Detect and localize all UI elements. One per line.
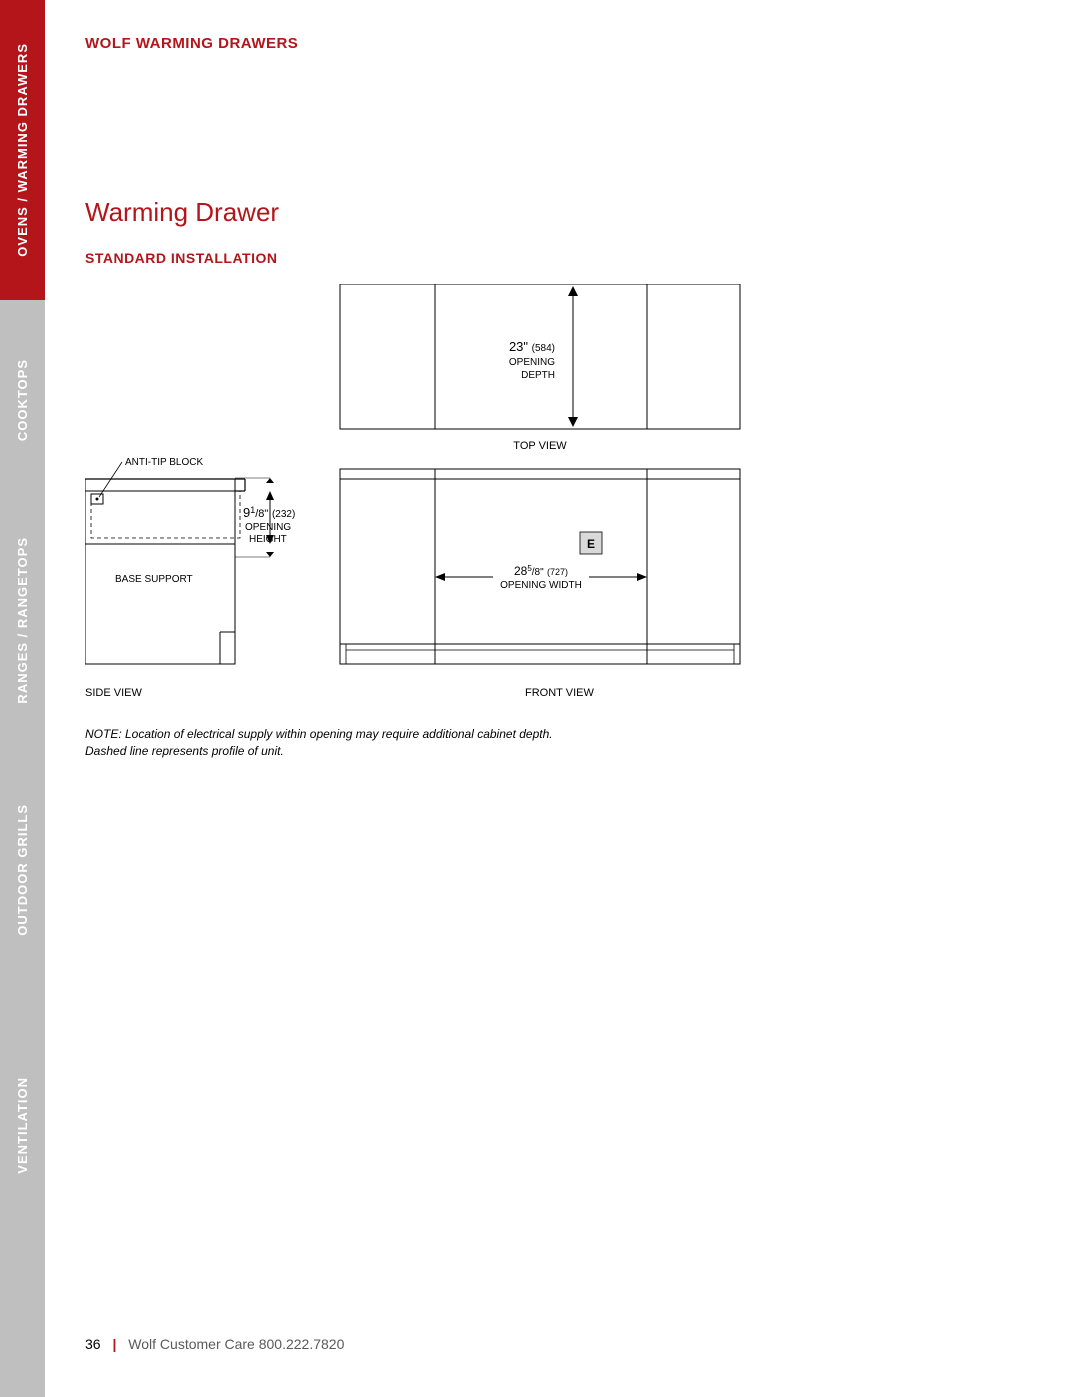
svg-text:E: E [587, 537, 595, 551]
sidebar-tabs: OVENS / WARMING DRAWERS COOKTOPS RANGES / … [0, 0, 45, 1397]
page-header: WOLF WARMING DRAWERS [85, 35, 985, 52]
page-number: 36 [85, 1336, 101, 1352]
svg-text:TOP VIEW: TOP VIEW [513, 440, 567, 452]
section-subhead: STANDARD INSTALLATION [85, 250, 985, 266]
svg-text:91/8" (232): 91/8" (232) [243, 505, 295, 520]
svg-text:ANTI-TIP BLOCK: ANTI-TIP BLOCK [125, 457, 203, 468]
page-title: Warming Drawer [85, 197, 985, 228]
page-footer: 36 | Wolf Customer Care 800.222.7820 [85, 1336, 344, 1352]
svg-text:OPENING: OPENING [509, 357, 555, 368]
note-line-2: Dashed line represents profile of unit. [85, 743, 985, 760]
sidebar-tab-label: RANGES / RANGETOPS [15, 537, 30, 704]
front-view-diagram: E 285/8" (727) 285/8" (727) OPENING WIDT… [340, 469, 740, 699]
sidebar-tab-2[interactable]: RANGES / RANGETOPS [0, 500, 45, 740]
svg-text:OPENING: OPENING [245, 522, 291, 533]
sidebar-tab-label: OVENS / WARMING DRAWERS [15, 43, 30, 257]
svg-text:BASE SUPPORT: BASE SUPPORT [115, 574, 193, 585]
page-content: WOLF WARMING DRAWERS Warming Drawer STAN… [85, 35, 985, 760]
svg-text:23" (584): 23" (584) [509, 339, 555, 354]
top-view-diagram: 23" (584) OPENING DEPTH TOP VIEW [340, 284, 740, 452]
sidebar-tab-4[interactable]: VENTILATION [0, 1050, 45, 1200]
note-line-1: NOTE: Location of electrical supply with… [85, 726, 985, 743]
footer-text: Wolf Customer Care 800.222.7820 [128, 1336, 344, 1352]
svg-text:HEIGHT: HEIGHT [249, 534, 287, 545]
sidebar-tab-1[interactable]: COOKTOPS [0, 310, 45, 490]
installation-note: NOTE: Location of electrical supply with… [85, 726, 985, 760]
side-view-diagram: ANTI-TIP BLOCK BASE SUPPORT [85, 457, 295, 699]
svg-text:DEPTH: DEPTH [521, 370, 555, 381]
sidebar-tab-3[interactable]: OUTDOOR GRILLS [0, 770, 45, 970]
svg-text:FRONT VIEW: FRONT VIEW [525, 687, 594, 699]
footer-divider: | [104, 1336, 124, 1352]
sidebar-tab-label: VENTILATION [15, 1077, 30, 1174]
sidebar-tab-0[interactable]: OVENS / WARMING DRAWERS [0, 0, 45, 300]
svg-text:SIDE VIEW: SIDE VIEW [85, 687, 142, 699]
installation-diagrams: 23" (584) OPENING DEPTH TOP VIEW ANTI-TI… [85, 284, 745, 704]
sidebar-tab-label: OUTDOOR GRILLS [15, 804, 30, 936]
sidebar-tab-label: COOKTOPS [15, 359, 30, 441]
svg-text:285/8" (727): 285/8" (727) [514, 564, 568, 578]
svg-text:OPENING WIDTH: OPENING WIDTH [500, 580, 582, 591]
